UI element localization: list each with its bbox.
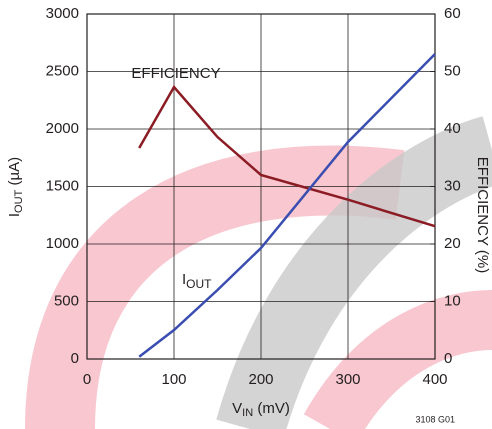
y-tick-label: 500 xyxy=(54,292,79,309)
y-tick-label: 3000 xyxy=(46,5,79,22)
x-tick-label: 200 xyxy=(248,371,273,388)
y-tick-label: 0 xyxy=(71,350,79,367)
x-tick-label: 300 xyxy=(335,371,360,388)
series-line xyxy=(138,53,436,358)
y2-tick-label: 10 xyxy=(444,292,461,309)
watermark xyxy=(25,116,492,429)
y2-axis-label: EFFICIENCY (%) xyxy=(474,157,491,273)
footnote: 3108 G01 xyxy=(415,414,455,424)
series-line xyxy=(138,84,436,228)
y2-tick-label: 0 xyxy=(444,350,452,367)
y-axis-label: IOUT (µA) xyxy=(6,157,25,217)
y-tick-label: 1000 xyxy=(46,235,79,252)
y2-tick-label: 40 xyxy=(444,120,461,137)
x-tick-label: 100 xyxy=(161,371,186,388)
x-tick-label: 400 xyxy=(422,371,447,388)
y2-tick-label: 60 xyxy=(444,5,461,22)
y-tick-label: 2000 xyxy=(46,120,79,137)
y2-tick-label: 20 xyxy=(444,235,461,252)
y2-tick-label: 30 xyxy=(444,177,461,194)
y-tick-label: 1500 xyxy=(46,177,79,194)
y-tick-label: 2500 xyxy=(46,62,79,79)
y2-tick-label: 50 xyxy=(444,62,461,79)
x-axis-label: VIN (mV) xyxy=(232,400,290,419)
annotation: EFFICIENCY xyxy=(131,65,220,82)
annotation-bg xyxy=(122,63,230,83)
annotation: IOUT xyxy=(182,271,212,291)
x-tick-label: 0 xyxy=(83,371,91,388)
